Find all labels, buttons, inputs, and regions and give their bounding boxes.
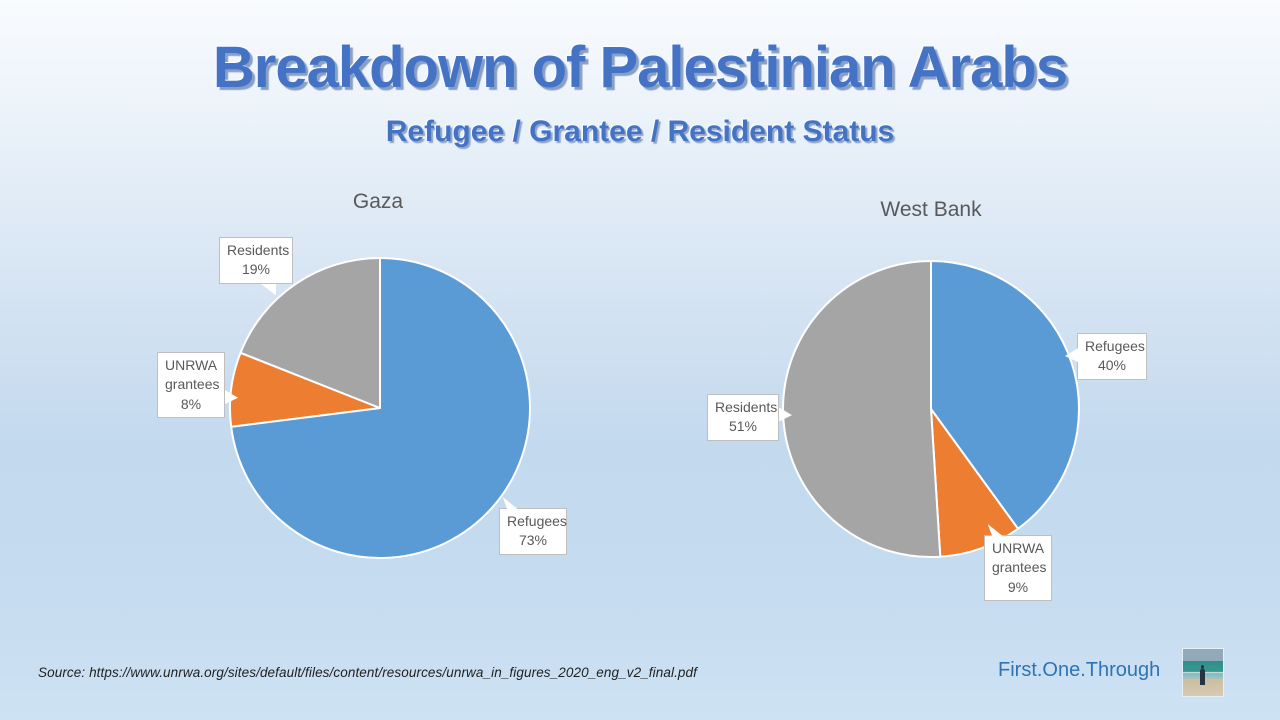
chart-title-west-bank: West Bank xyxy=(880,198,982,221)
data-label-value: 51% xyxy=(728,418,758,435)
data-label-text: Residents xyxy=(715,399,778,415)
data-label-gaza-unrwa-grantees: UNRWA grantees 8% xyxy=(157,352,238,418)
data-label-westbank-refugees: Refugees 40% xyxy=(1065,333,1147,380)
data-label-text: Refugees xyxy=(507,513,567,529)
data-label-gaza-residents: Residents 19% xyxy=(219,237,293,296)
pie-slice-residents xyxy=(239,257,381,409)
pie-slice-residents xyxy=(782,260,942,558)
beach-photo-thumbnail xyxy=(1182,648,1224,697)
pie-slice-refugees xyxy=(930,260,1080,530)
data-label-value: 19% xyxy=(241,261,271,278)
data-label-value: 8% xyxy=(180,395,202,412)
pie-chart-west-bank xyxy=(782,260,1080,558)
brand-text: First.One.Through xyxy=(998,659,1161,681)
slide-subtitle: Refugee / Grantee / Resident Status xyxy=(385,115,895,148)
data-label-value: 9% xyxy=(1007,578,1029,595)
data-label-value: 40% xyxy=(1097,357,1127,374)
slide-title: Breakdown of Palestinian Arabs xyxy=(212,35,1068,100)
data-label-text: Refugees xyxy=(1085,338,1145,354)
pie-slice-unrwa-grantees xyxy=(930,408,1019,558)
source-citation: Source: https://www.unrwa.org/sites/defa… xyxy=(38,665,697,680)
data-label-text: grantees xyxy=(992,559,1047,576)
chart-title-gaza: Gaza xyxy=(352,190,404,213)
data-label-text: grantees xyxy=(165,376,220,393)
data-label-text: Residents xyxy=(227,242,290,258)
data-label-value: 73% xyxy=(518,532,548,549)
data-label-westbank-unrwa-grantees: UNRWA grantees 9% xyxy=(984,524,1052,601)
data-label-gaza-refugees: Refugees 73% xyxy=(499,497,567,555)
data-label-text: UNRWA xyxy=(992,540,1045,556)
pie-chart-gaza xyxy=(228,257,531,559)
data-label-text: UNRWA xyxy=(165,357,218,373)
data-label-westbank-residents: Residents 51% xyxy=(707,394,792,441)
person-figure xyxy=(1200,665,1205,685)
